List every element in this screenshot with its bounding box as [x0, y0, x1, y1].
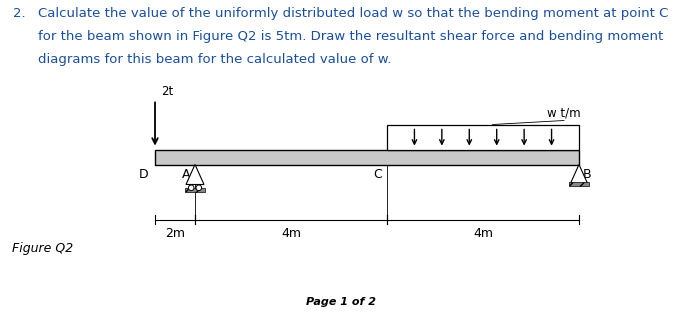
- Polygon shape: [186, 165, 204, 184]
- Text: Page 1 of 2: Page 1 of 2: [307, 297, 376, 307]
- Text: B: B: [583, 167, 591, 180]
- Text: for the beam shown in Figure Q2 is 5tm. Draw the resultant shear force and bendi: for the beam shown in Figure Q2 is 5tm. …: [38, 30, 663, 43]
- Text: 2m: 2m: [165, 227, 185, 240]
- Text: Calculate the value of the uniformly distributed load w so that the bending mome: Calculate the value of the uniformly dis…: [38, 7, 669, 20]
- Text: A: A: [182, 167, 190, 180]
- Text: w t/m: w t/m: [547, 107, 581, 120]
- Polygon shape: [570, 165, 588, 184]
- Bar: [569, 182, 589, 186]
- Text: D: D: [139, 167, 148, 180]
- Circle shape: [196, 185, 201, 191]
- Bar: [155, 150, 579, 165]
- Text: 2.: 2.: [13, 7, 26, 20]
- Text: C: C: [373, 167, 382, 180]
- Text: 4m: 4m: [473, 227, 493, 240]
- Text: 4m: 4m: [281, 227, 301, 240]
- Text: Figure Q2: Figure Q2: [12, 242, 73, 255]
- Bar: [185, 188, 205, 192]
- Text: diagrams for this beam for the calculated value of w.: diagrams for this beam for the calculate…: [38, 53, 391, 66]
- Bar: [387, 125, 579, 150]
- Text: 2t: 2t: [161, 85, 173, 98]
- Circle shape: [189, 185, 194, 191]
